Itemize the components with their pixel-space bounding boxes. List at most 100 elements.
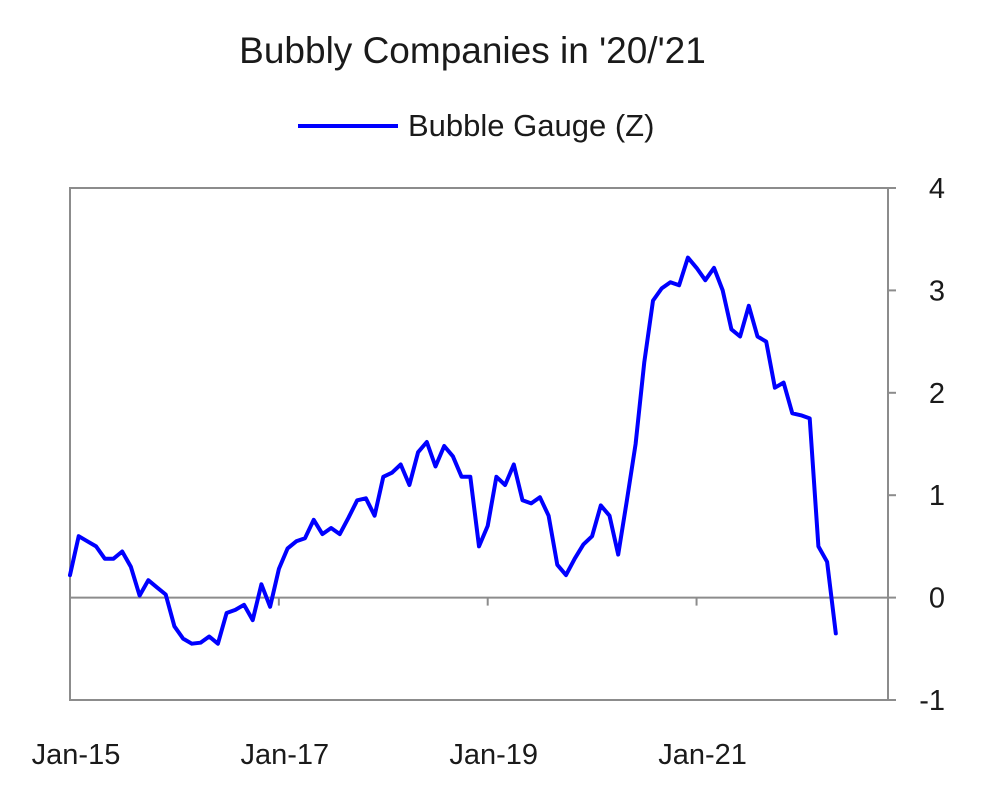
data-point (190, 642, 194, 646)
x-tick-label: Jan-17 (241, 739, 330, 771)
data-point (608, 514, 611, 518)
data-point (590, 534, 594, 538)
data-point (616, 553, 620, 557)
data-point (529, 501, 533, 505)
data-point (747, 304, 751, 308)
data-point (642, 360, 646, 364)
x-tick-label: Jan-21 (658, 739, 747, 771)
data-point (721, 288, 725, 292)
data-point (259, 582, 263, 586)
data-point (355, 498, 359, 502)
data-point (112, 557, 115, 561)
data-point (94, 544, 98, 548)
data-point (242, 603, 246, 607)
data-point (808, 416, 812, 420)
data-point (338, 532, 342, 536)
data-point (233, 608, 237, 612)
data-point (364, 496, 368, 500)
data-point (199, 641, 202, 645)
data-point (373, 514, 377, 518)
data-point (790, 411, 794, 415)
data-point (512, 463, 516, 466)
data-point (825, 560, 829, 564)
data-point (399, 463, 403, 466)
data-point (303, 536, 307, 540)
plot-area-frame (69, 187, 889, 701)
data-point (573, 557, 577, 561)
data-point (434, 465, 437, 468)
x-tick-label: Jan-15 (32, 739, 121, 771)
data-point (216, 642, 220, 646)
data-point (268, 605, 272, 609)
data-point (599, 503, 603, 507)
legend-label: Bubble Gauge (Z) (408, 108, 655, 143)
data-point (320, 532, 324, 536)
data-point (712, 266, 716, 270)
data-point (555, 563, 559, 567)
data-point (68, 573, 72, 577)
data-point (703, 278, 707, 282)
data-point (460, 475, 464, 479)
legend: Bubble Gauge (Z) (298, 106, 654, 146)
data-point (416, 450, 420, 454)
data-point (120, 550, 124, 553)
x-tick-label: Jan-19 (449, 739, 538, 771)
data-point (138, 594, 142, 598)
y-tick-label: 1 (929, 480, 945, 512)
data-point (634, 442, 638, 446)
data-point (347, 516, 350, 520)
data-point (381, 475, 385, 479)
data-point (521, 498, 524, 502)
data-point (660, 286, 664, 290)
data-point (564, 573, 568, 577)
y-tick-label: 0 (929, 583, 945, 615)
data-point (286, 546, 290, 550)
series-line-0 (68, 255, 838, 646)
legend-line-swatch (298, 124, 398, 128)
data-point (207, 635, 211, 638)
data-point (503, 483, 507, 487)
y-tick-label: 2 (929, 378, 945, 410)
data-point (477, 544, 481, 548)
data-point (251, 618, 255, 622)
data-point (277, 567, 281, 571)
data-point (773, 386, 777, 390)
data-point (581, 542, 585, 546)
data-point (738, 335, 742, 338)
data-point (425, 440, 429, 444)
data-point (816, 544, 820, 548)
y-tick-label: -1 (919, 685, 945, 717)
data-point (329, 526, 333, 530)
data-point (799, 413, 803, 417)
data-point (146, 578, 150, 582)
data-point (756, 335, 759, 338)
y-tick-label: 3 (929, 275, 945, 307)
data-point (486, 524, 490, 528)
data-point (834, 631, 838, 635)
data-point (468, 475, 472, 479)
data-point (77, 534, 81, 538)
data-point (782, 381, 786, 385)
data-point (225, 611, 229, 615)
data-point (686, 256, 690, 260)
data-point (103, 557, 107, 561)
data-point (494, 475, 498, 479)
data-point (729, 327, 733, 331)
y-tick-label: 4 (929, 173, 945, 205)
data-point (181, 637, 185, 641)
data-point (625, 498, 629, 502)
data-point (390, 471, 394, 475)
data-point (651, 299, 655, 303)
data-point (155, 585, 159, 589)
data-point (547, 514, 551, 518)
data-point (668, 280, 672, 284)
data-point (312, 518, 316, 522)
data-point (172, 624, 176, 628)
data-point (294, 539, 298, 543)
data-point (164, 593, 168, 596)
data-point (451, 454, 455, 458)
data-point (538, 495, 542, 499)
data-point (129, 565, 133, 569)
data-point (85, 539, 89, 543)
data-point (442, 444, 446, 448)
